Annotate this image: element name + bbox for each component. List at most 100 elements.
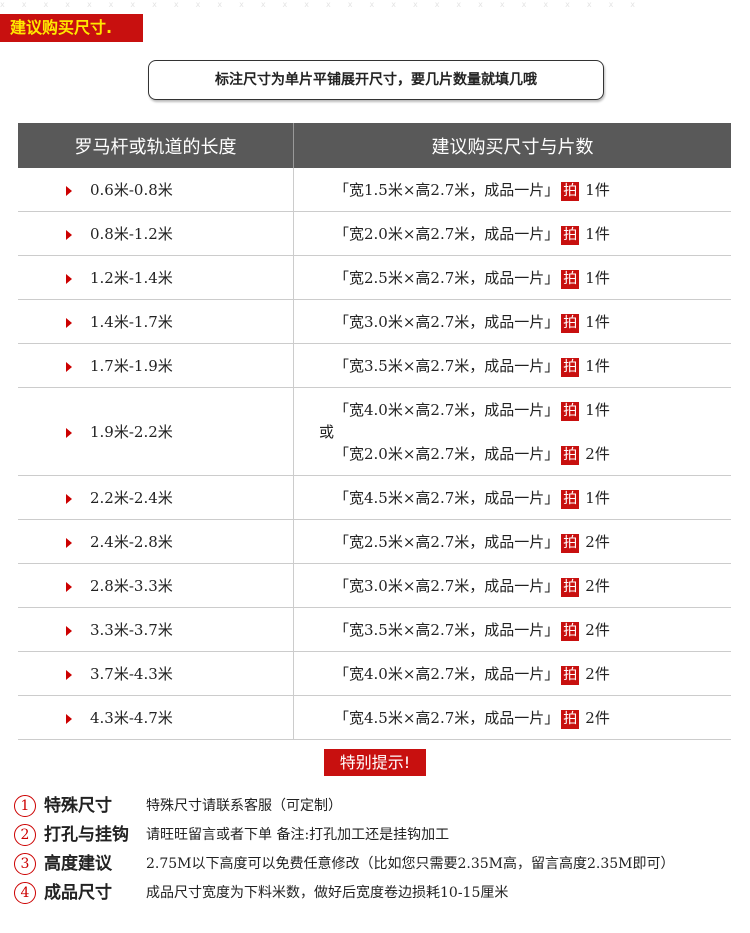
- bullet-triangle-icon: [66, 582, 72, 592]
- length-value: 1.2米-1.4米: [90, 269, 173, 287]
- quantity: 2件: [585, 664, 610, 683]
- length-cell: 3.7米-4.3米: [18, 651, 294, 696]
- size-text: 「宽2.0米×高2.7米，成品一片」: [334, 444, 560, 463]
- suggestion-cell: 「宽4.0米×高2.7米，成品一片」拍 2件: [293, 651, 731, 696]
- table-row: 2.4米-2.8米 「宽2.5米×高2.7米，成品一片」拍 2件: [18, 519, 731, 564]
- length-value: 3.3米-3.7米: [90, 621, 173, 639]
- table-row: 1.7米-1.9米 「宽3.5米×高2.7米，成品一片」拍 1件: [18, 343, 731, 388]
- suggestion-cell: 「宽2.5米×高2.7米，成品一片」拍 2件: [293, 519, 731, 564]
- tip-label: 成品尺寸: [44, 883, 112, 903]
- suggestion-cell: 「宽3.5米×高2.7米，成品一片」拍 2件: [293, 607, 731, 652]
- size-option: 「宽3.5米×高2.7米，成品一片」拍 2件: [334, 619, 731, 641]
- size-text: 「宽3.5米×高2.7米，成品一片」: [334, 356, 560, 375]
- number-circle-icon: 1: [14, 795, 36, 817]
- length-value: 2.4米-2.8米: [90, 533, 173, 551]
- size-text: 「宽4.5米×高2.7米，成品一片」: [334, 488, 560, 507]
- section-title: 建议购买尺寸.: [0, 14, 143, 42]
- pai-badge: 拍: [561, 445, 580, 465]
- size-text: 「宽2.0米×高2.7米，成品一片」: [334, 224, 560, 243]
- size-option: 「宽4.5米×高2.7米，成品一片」拍 1件: [334, 487, 731, 509]
- bullet-triangle-icon: [66, 670, 72, 680]
- pai-badge: 拍: [561, 577, 580, 597]
- table-row: 0.8米-1.2米 「宽2.0米×高2.7米，成品一片」拍 1件: [18, 211, 731, 256]
- suggestion-cell: 「宽4.0米×高2.7米，成品一片」拍 1件或「宽2.0米×高2.7米，成品一片」…: [293, 387, 731, 476]
- size-option: 「宽3.0米×高2.7米，成品一片」拍 2件: [334, 575, 731, 597]
- tip-label: 高度建议: [44, 854, 112, 874]
- length-value: 2.8米-3.3米: [90, 577, 173, 595]
- size-text: 「宽2.5米×高2.7米，成品一片」: [334, 532, 560, 551]
- length-cell: 1.9米-2.2米: [18, 387, 294, 476]
- size-text: 「宽2.5米×高2.7米，成品一片」: [334, 268, 560, 287]
- length-value: 1.4米-1.7米: [90, 313, 173, 331]
- pai-badge: 拍: [561, 709, 580, 729]
- size-option: 「宽1.5米×高2.7米，成品一片」拍 1件: [334, 179, 731, 201]
- bullet-triangle-icon: [66, 626, 72, 636]
- tip-text: 特殊尺寸请联系客服（可定制）: [146, 798, 342, 814]
- pai-badge: 拍: [561, 621, 580, 641]
- pai-badge: 拍: [561, 401, 580, 421]
- tip-label: 打孔与挂钩: [44, 825, 129, 845]
- size-option: 「宽4.5米×高2.7米，成品一片」拍 2件: [334, 707, 731, 729]
- pai-badge: 拍: [561, 533, 580, 553]
- tip-item: 1 特殊尺寸 特殊尺寸请联系客服（可定制）: [14, 793, 342, 819]
- number-circle-icon: 4: [14, 882, 36, 904]
- bullet-triangle-icon: [66, 714, 72, 724]
- bullet-triangle-icon: [66, 274, 72, 284]
- pai-badge: 拍: [561, 181, 580, 201]
- pai-badge: 拍: [561, 357, 580, 377]
- size-option: 「宽2.5米×高2.7米，成品一片」拍 1件: [334, 267, 731, 289]
- quantity: 2件: [585, 620, 610, 639]
- size-text: 「宽3.0米×高2.7米，成品一片」: [334, 312, 560, 331]
- bullet-triangle-icon: [66, 538, 72, 548]
- length-cell: 0.8米-1.2米: [18, 211, 294, 256]
- tip-text: 2.75M以下高度可以免费任意修改（比如您只需要2.35M高，留言高度2.35M…: [146, 856, 675, 872]
- size-text: 「宽1.5米×高2.7米，成品一片」: [334, 180, 560, 199]
- pai-badge: 拍: [561, 489, 580, 509]
- table-row: 0.6米-0.8米 「宽1.5米×高2.7米，成品一片」拍 1件: [18, 168, 731, 212]
- size-option: 「宽4.0米×高2.7米，成品一片」拍 2件: [334, 663, 731, 685]
- suggestion-cell: 「宽2.5米×高2.7米，成品一片」拍 1件: [293, 255, 731, 300]
- size-option: 「宽2.0米×高2.7米，成品一片」拍 1件: [334, 223, 731, 245]
- bullet-triangle-icon: [66, 318, 72, 328]
- quantity: 1件: [585, 224, 610, 243]
- quantity: 2件: [585, 444, 610, 463]
- bullet-triangle-icon: [66, 494, 72, 504]
- length-cell: 1.4米-1.7米: [18, 299, 294, 344]
- size-option: 「宽4.0米×高2.7米，成品一片」拍 1件: [334, 399, 731, 421]
- length-cell: 2.4米-2.8米: [18, 519, 294, 564]
- pai-badge: 拍: [561, 665, 580, 685]
- suggestion-cell: 「宽2.0米×高2.7米，成品一片」拍 1件: [293, 211, 731, 256]
- pai-badge: 拍: [561, 269, 580, 289]
- suggestion-cell: 「宽4.5米×高2.7米，成品一片」拍 2件: [293, 695, 731, 740]
- quantity: 2件: [585, 708, 610, 727]
- suggestion-cell: 「宽3.5米×高2.7米，成品一片」拍 1件: [293, 343, 731, 388]
- size-text: 「宽3.0米×高2.7米，成品一片」: [334, 576, 560, 595]
- tip-text: 请旺旺留言或者下单 备注:打孔加工还是挂钩加工: [146, 827, 450, 843]
- length-value: 2.2米-2.4米: [90, 489, 173, 507]
- size-text: 「宽4.5米×高2.7米，成品一片」: [334, 708, 560, 727]
- tip-item: 2 打孔与挂钩 请旺旺留言或者下单 备注:打孔加工还是挂钩加工: [14, 822, 449, 848]
- quantity: 2件: [585, 576, 610, 595]
- header-suggestion: 建议购买尺寸与片数: [293, 123, 731, 168]
- suggestion-cell: 「宽4.5米×高2.7米，成品一片」拍 1件: [293, 475, 731, 520]
- length-cell: 2.2米-2.4米: [18, 475, 294, 520]
- size-text: 「宽4.0米×高2.7米，成品一片」: [334, 664, 560, 683]
- suggestion-cell: 「宽1.5米×高2.7米，成品一片」拍 1件: [293, 168, 731, 212]
- quantity: 1件: [585, 180, 610, 199]
- length-value: 3.7米-4.3米: [90, 665, 173, 683]
- tip-item: 3 高度建议 2.75M以下高度可以免费任意修改（比如您只需要2.35M高，留言高度…: [14, 851, 675, 877]
- pai-badge: 拍: [561, 225, 580, 245]
- size-text: 「宽3.5米×高2.7米，成品一片」: [334, 620, 560, 639]
- quantity: 1件: [585, 312, 610, 331]
- number-circle-icon: 2: [14, 824, 36, 846]
- bullet-triangle-icon: [66, 230, 72, 240]
- table-row: 3.7米-4.3米 「宽4.0米×高2.7米，成品一片」拍 2件: [18, 651, 731, 696]
- quantity: 1件: [585, 488, 610, 507]
- bullet-triangle-icon: [66, 186, 72, 196]
- suggestion-cell: 「宽3.0米×高2.7米，成品一片」拍 2件: [293, 563, 731, 608]
- length-value: 0.6米-0.8米: [90, 181, 173, 199]
- length-cell: 3.3米-3.7米: [18, 607, 294, 652]
- quantity: 1件: [585, 400, 610, 419]
- suggestion-cell: 「宽3.0米×高2.7米，成品一片」拍 1件: [293, 299, 731, 344]
